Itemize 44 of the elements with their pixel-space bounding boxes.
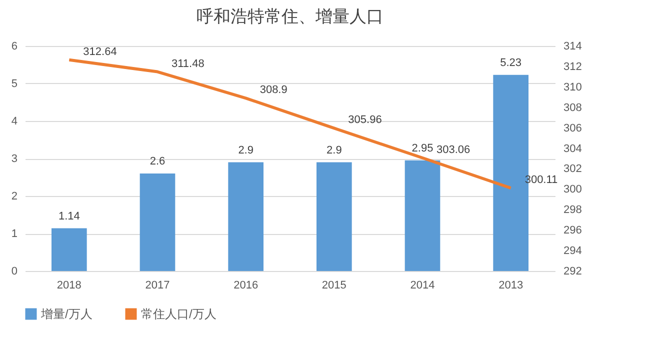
data-label: 2.6 bbox=[150, 156, 166, 168]
data-label: 308.9 bbox=[260, 84, 288, 96]
x-tick-label: 2018 bbox=[56, 280, 82, 292]
y-tick-label: 0 bbox=[11, 266, 18, 278]
y2-tick-label: 306 bbox=[564, 122, 582, 134]
data-label: 5.23 bbox=[500, 56, 522, 69]
y2-tick-label: 310 bbox=[564, 81, 582, 94]
y-tick-label: 1 bbox=[11, 228, 18, 240]
chart-title: 呼和浩特常住、增量人口 bbox=[196, 7, 384, 26]
y2-tick-label: 312 bbox=[564, 60, 582, 73]
data-label: 311.48 bbox=[172, 58, 204, 70]
y2-tick-label: 296 bbox=[564, 224, 582, 237]
x-tick-label: 2015 bbox=[322, 280, 346, 292]
data-label: 2.9 bbox=[326, 144, 342, 156]
data-label: 2.9 bbox=[238, 144, 254, 156]
bar bbox=[52, 228, 87, 271]
y2-tick-label: 300 bbox=[564, 184, 582, 196]
y-tick-label: 4 bbox=[11, 116, 18, 128]
x-tick-label: 2017 bbox=[145, 280, 170, 292]
legend-label: 增量/万人 bbox=[40, 307, 92, 321]
y2-tick-label: 294 bbox=[564, 245, 582, 258]
y2-tick-label: 302 bbox=[564, 163, 582, 176]
y2-tick-label: 292 bbox=[564, 266, 582, 278]
y2-tick-label: 304 bbox=[564, 142, 582, 155]
y-tick-label: 3 bbox=[11, 153, 18, 165]
y2-tick-label: 308 bbox=[564, 102, 582, 114]
bar bbox=[404, 160, 440, 271]
data-label: 2.95 bbox=[412, 142, 434, 154]
y2-tick-label: 298 bbox=[564, 204, 582, 216]
x-tick-label: 2014 bbox=[410, 280, 435, 292]
x-tick-label: 2013 bbox=[498, 280, 524, 292]
data-label: 1.14 bbox=[58, 210, 80, 222]
bar bbox=[228, 162, 264, 271]
bar bbox=[316, 162, 352, 271]
bar bbox=[140, 174, 176, 271]
data-label: 303.06 bbox=[436, 144, 470, 156]
y2-tick-label: 314 bbox=[564, 40, 582, 52]
y-tick-label: 6 bbox=[11, 40, 18, 52]
y-tick-label: 2 bbox=[11, 190, 18, 202]
y-tick-label: 5 bbox=[11, 78, 18, 90]
data-label: 305.96 bbox=[348, 114, 382, 126]
data-label: 312.64 bbox=[83, 46, 117, 58]
legend-label: 常住人口/万人 bbox=[141, 307, 216, 321]
x-tick-label: 2016 bbox=[234, 280, 258, 292]
